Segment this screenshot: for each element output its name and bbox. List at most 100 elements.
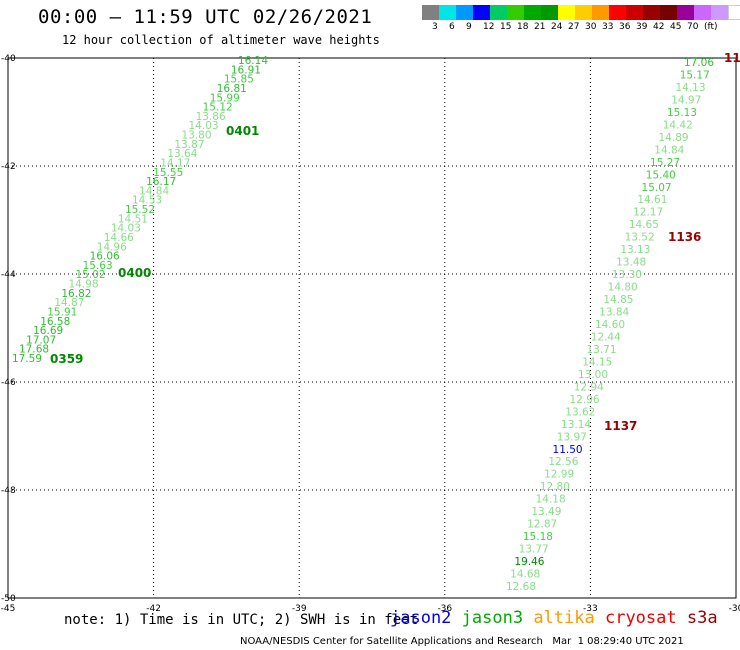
wave-height-reading: 14.98 (68, 279, 98, 291)
wave-height-reading: 12.44 (591, 331, 621, 343)
wave-height-reading: 16.91 (231, 64, 261, 76)
legend-label: 21 (534, 22, 546, 32)
pass-time-label: 1137 (604, 419, 637, 433)
longitude-tick-label: -39 (292, 604, 307, 614)
wave-height-reading: 19.46 (514, 556, 544, 568)
wave-height-reading: 15.17 (680, 69, 710, 81)
wave-height-reading: 15.52 (125, 204, 155, 216)
wave-height-reading: 16.82 (61, 288, 91, 300)
satellite-key: jason2 jason3 altika cryosat s3a (390, 608, 718, 628)
wave-height-reading: 15.99 (210, 92, 240, 104)
wave-height-reading: 17.59 (12, 353, 42, 365)
wave-height-reading: 16.06 (90, 251, 120, 263)
legend-label: 33 (602, 22, 614, 32)
wave-height-reading: 14.65 (629, 219, 659, 231)
wave-height-reading: 13.77 (519, 544, 549, 556)
wave-height-reading: 15.18 (523, 531, 553, 543)
wave-height-reading: 12.80 (540, 481, 570, 493)
wave-height-reading: 16.81 (217, 83, 247, 95)
wave-height-reading: 15.40 (646, 169, 676, 181)
longitude-tick-label: -45 (1, 604, 16, 614)
legend-swatch (575, 5, 592, 20)
satellite-cryosat: cryosat (604, 608, 687, 628)
pass-time-label: 0401 (226, 124, 259, 138)
latitude-tick-label: -40 (1, 54, 16, 64)
wave-height-reading: 12.56 (548, 456, 578, 468)
wave-height-reading: 14.15 (582, 356, 612, 368)
satellite-s3a: s3a (686, 608, 718, 628)
wave-height-reading: 14.53 (132, 195, 162, 207)
legend-swatch (677, 5, 694, 20)
wave-height-reading: 15.91 (47, 306, 77, 318)
wave-height-reading: 14.03 (189, 120, 219, 132)
map-frame (7, 57, 737, 599)
wave-height-reading: 14.87 (54, 297, 84, 309)
map-title: 00:00 – 11:59 UTC 02/26/2021 (38, 6, 373, 28)
wave-height-reading: 15.02 (76, 269, 106, 281)
wave-height-reading: 14.66 (104, 232, 134, 244)
wave-height-reading: 14.17 (160, 157, 190, 169)
wave-height-reading: 14.42 (663, 119, 693, 131)
longitude-tick-label: -42 (146, 604, 161, 614)
wave-height-reading: 13.48 (616, 257, 646, 269)
wave-height-reading: 12.87 (527, 519, 557, 531)
wave-height-reading: 14.84 (139, 185, 169, 197)
wave-height-reading: 16.17 (146, 176, 176, 188)
wave-height-reading: 13.14 (561, 419, 591, 431)
wave-height-reading: 14.18 (536, 494, 566, 506)
pass-time-label: 1136 (668, 230, 701, 244)
longitude-tick-label: -33 (583, 604, 598, 614)
wave-height-reading: 13.30 (612, 269, 642, 281)
wave-height-reading: 15.13 (667, 107, 697, 119)
wave-height-reading: 14.84 (654, 144, 684, 156)
wave-height-reading: 13.49 (531, 506, 561, 518)
wave-height-reading: 13.13 (620, 244, 650, 256)
wave-height-reading: 14.68 (510, 569, 540, 581)
legend-swatch (609, 5, 626, 20)
wave-height-reading: 13.00 (578, 369, 608, 381)
wave-height-reading: 12.99 (544, 469, 574, 481)
legend-label: 36 (619, 22, 631, 32)
pass-time-label: 0359 (50, 352, 83, 366)
wave-height-reading: 15.27 (650, 157, 680, 169)
wave-height-reading: 13.80 (181, 130, 211, 142)
wave-height-reading: 14.85 (603, 294, 633, 306)
legend-swatch (524, 5, 541, 20)
wave-height-reading: 13.86 (196, 111, 226, 123)
legend-swatch (711, 5, 728, 20)
pass-time-label: 0400 (118, 266, 151, 280)
wave-height-reading: 14.03 (111, 223, 141, 235)
wave-height-reading: 14.61 (637, 194, 667, 206)
legend-swatch (694, 5, 711, 20)
legend-swatch (592, 5, 609, 20)
satellite-jason3: jason3 (461, 608, 534, 628)
wave-height-reading: 13.87 (174, 139, 204, 151)
legend-swatch (456, 5, 473, 20)
wave-height-reading: 17.07 (26, 334, 56, 346)
wave-height-reading: 12.17 (633, 207, 663, 219)
legend-swatch (507, 5, 524, 20)
legend-swatch (439, 5, 456, 20)
legend-swatch (643, 5, 660, 20)
wave-height-reading: 13.97 (557, 431, 587, 443)
wave-height-reading: 14.96 (97, 241, 127, 253)
latitude-tick-label: -48 (1, 486, 16, 496)
legend-label: 24 (551, 22, 563, 32)
legend-label: 18 (517, 22, 529, 32)
wave-height-reading: 11.50 (553, 444, 583, 456)
map-subtitle: 12 hour collection of altimeter wave hei… (62, 33, 380, 47)
units-note: note: 1) Time is in UTC; 2) SWH is in fe… (64, 612, 419, 628)
legend-label: 39 (636, 22, 648, 32)
wave-height-reading: 14.60 (595, 319, 625, 331)
wave-height-reading: 16.58 (40, 316, 70, 328)
legend-swatch (473, 5, 490, 20)
legend-label: 27 (568, 22, 580, 32)
legend-swatch (626, 5, 643, 20)
wave-height-reading: 13.71 (586, 344, 616, 356)
wave-height-reading: 14.97 (671, 94, 701, 106)
wave-height-reading: 15.63 (83, 260, 113, 272)
longitude-tick-label: -36 (437, 604, 452, 614)
wave-height-reading: 17.06 (684, 57, 714, 69)
wave-height-reading: 13.62 (565, 406, 595, 418)
